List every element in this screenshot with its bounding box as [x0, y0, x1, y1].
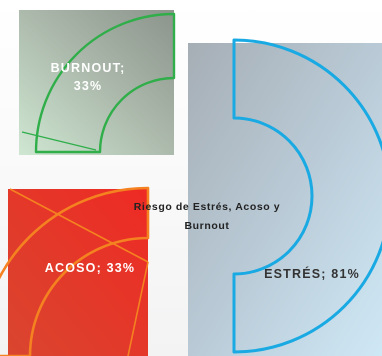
pie-slice-edge-acoso-1: [127, 261, 149, 356]
data-label-burnout-line-2: 33%: [74, 79, 103, 93]
acoso-slice-panel: [8, 189, 148, 356]
estres-slice-panel: [188, 43, 382, 356]
pie-slice-edge-burnout-0: [21, 131, 97, 151]
data-label-burnout-line-1: BURNOUT;: [51, 61, 126, 75]
pie-slice-burnout: [34, 12, 176, 154]
chart-title-line-1: Riesgo de Estrés, Acoso y: [134, 201, 281, 213]
data-label-estres: ESTRÉS; 81%: [264, 266, 360, 281]
chart-title-line-2: Burnout: [184, 220, 229, 232]
data-label-acoso: ACOSO; 33%: [45, 261, 136, 275]
pie-slice-edge-acoso-0: [9, 188, 149, 263]
pie-slice-acoso: [0, 186, 150, 356]
pie-slice-estres: [232, 38, 382, 354]
